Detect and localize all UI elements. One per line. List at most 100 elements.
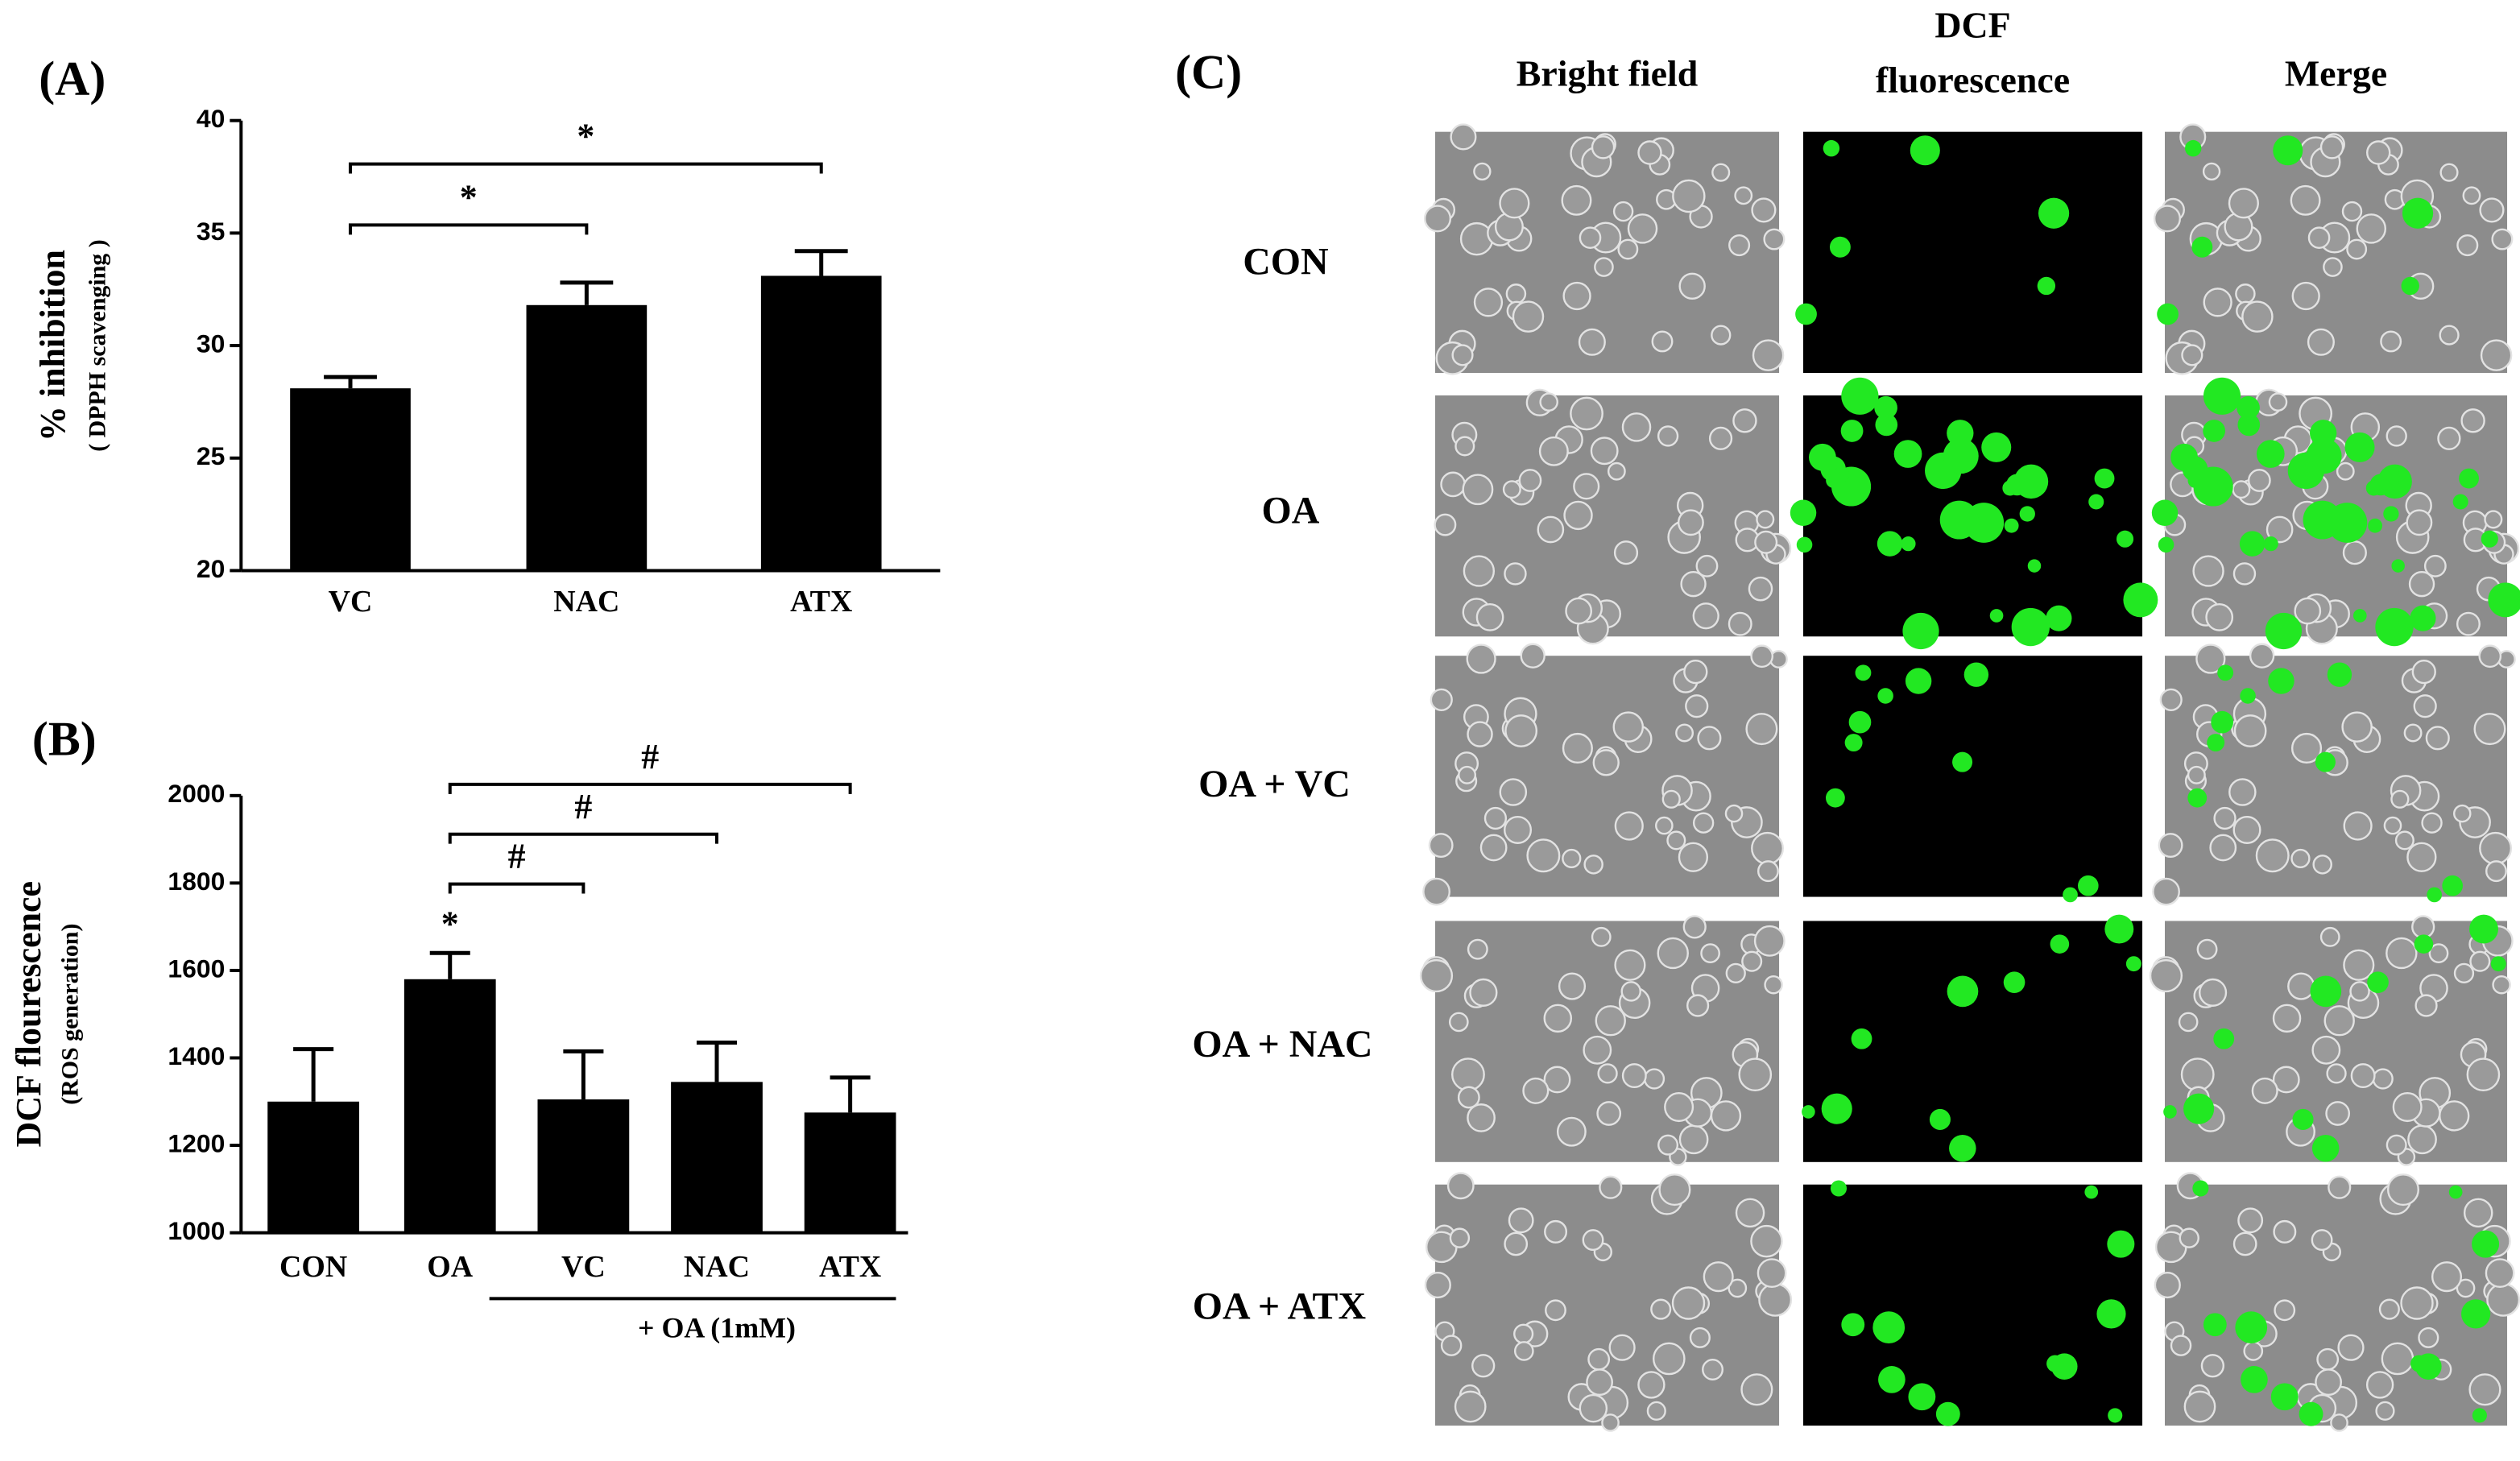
cell bbox=[1591, 135, 1616, 159]
fluorescent-cell bbox=[2270, 1383, 2299, 1411]
cell bbox=[1473, 162, 1492, 181]
cell bbox=[2213, 806, 2237, 830]
cell bbox=[1612, 711, 1645, 743]
cell bbox=[2366, 140, 2391, 165]
cell bbox=[1646, 1401, 1666, 1421]
y-tick-label: 35 bbox=[197, 217, 225, 246]
cell bbox=[2453, 962, 2475, 983]
cell bbox=[1594, 257, 1614, 277]
fluorescent-cell bbox=[2192, 1180, 2209, 1197]
fluorescent-cell bbox=[1908, 1383, 1936, 1411]
cell bbox=[2232, 480, 2251, 499]
cell bbox=[1454, 1390, 1487, 1423]
fluorescent-cell bbox=[2011, 607, 2050, 647]
fluorescent-cell bbox=[2235, 1311, 2268, 1344]
cell bbox=[1467, 938, 1488, 960]
y-tick-label: 25 bbox=[197, 441, 225, 470]
fluorescent-cell bbox=[2123, 582, 2158, 618]
cell bbox=[1504, 714, 1538, 747]
fluorescent-cell bbox=[1844, 734, 1863, 752]
row-label: OA + NAC bbox=[1192, 1023, 1372, 1066]
cell bbox=[2328, 1175, 2352, 1199]
cell bbox=[1683, 660, 1708, 685]
y-tick-label: 30 bbox=[197, 329, 225, 358]
cell bbox=[1658, 1173, 1691, 1206]
cell bbox=[2341, 201, 2363, 222]
cell bbox=[1650, 1298, 1672, 1320]
cell bbox=[2383, 816, 2402, 835]
cell bbox=[1543, 1066, 1571, 1094]
cell bbox=[1686, 994, 1710, 1017]
cell bbox=[2378, 1298, 2400, 1320]
fluorescent-cell bbox=[2151, 499, 2179, 526]
fluorescent-cell bbox=[1910, 135, 1940, 166]
cell bbox=[2287, 972, 2315, 1000]
fluorescent-cell bbox=[1947, 975, 1979, 1008]
cell bbox=[2200, 1354, 2225, 1378]
fluorescent-cell bbox=[2237, 395, 2260, 420]
fluorescent-cell bbox=[1808, 443, 1836, 471]
cell bbox=[2386, 425, 2407, 447]
cell bbox=[1424, 1271, 1451, 1299]
cell bbox=[2249, 643, 2275, 668]
row-label: OA + VC bbox=[1198, 763, 1351, 805]
cell bbox=[2425, 726, 2450, 751]
fluorescent-cell bbox=[2469, 914, 2498, 944]
panel-label: (C) bbox=[1175, 46, 1242, 99]
cell bbox=[2478, 644, 2502, 668]
cell bbox=[2337, 1334, 2365, 1361]
cell bbox=[1463, 555, 1496, 587]
fluorescent-cell bbox=[1949, 1134, 1976, 1162]
cell bbox=[2460, 408, 2485, 433]
cell bbox=[1724, 804, 1744, 823]
cell bbox=[1539, 392, 1558, 412]
cell bbox=[2406, 509, 2433, 536]
cell bbox=[1428, 833, 1454, 858]
bar bbox=[671, 1082, 763, 1233]
cell bbox=[2411, 915, 2435, 939]
cell bbox=[2407, 1124, 2437, 1155]
cell bbox=[2343, 811, 2373, 841]
cell bbox=[2392, 1092, 2423, 1123]
fluorescent-cell bbox=[2004, 518, 2019, 533]
fluorescent-cell bbox=[1875, 413, 1898, 437]
cell bbox=[1728, 1278, 1748, 1298]
fluorescent-cell bbox=[1840, 420, 1864, 442]
fluorescent-cell bbox=[2211, 710, 2233, 734]
fluorescent-cell bbox=[2310, 975, 2342, 1008]
fluorescent-cell bbox=[1872, 1311, 1906, 1344]
cell bbox=[1711, 163, 1731, 182]
cell bbox=[1562, 281, 1591, 311]
group-label: + OA (1mM) bbox=[638, 1312, 796, 1344]
cell bbox=[1558, 972, 1587, 1000]
cell bbox=[1473, 288, 1504, 317]
fluorescent-cell bbox=[2237, 413, 2261, 437]
cell bbox=[1651, 330, 1674, 353]
fluorescent-cell bbox=[1939, 500, 1979, 540]
cell bbox=[1748, 576, 1773, 602]
cell bbox=[1620, 981, 1641, 1002]
cell bbox=[1526, 838, 1561, 873]
fluorescent-cell bbox=[2037, 276, 2056, 296]
cell bbox=[2336, 461, 2355, 481]
x-tick-label: OA bbox=[427, 1250, 473, 1284]
cell bbox=[1446, 1172, 1475, 1200]
cell bbox=[1672, 179, 1706, 213]
fluorescent-cell bbox=[2094, 468, 2115, 489]
cell bbox=[1483, 806, 1508, 830]
cell bbox=[1643, 1068, 1666, 1090]
cell bbox=[1579, 226, 1602, 249]
cell bbox=[2228, 778, 2257, 806]
cell bbox=[1700, 943, 1720, 963]
bar bbox=[537, 1099, 630, 1233]
cell bbox=[2473, 713, 2506, 746]
cell bbox=[2453, 804, 2472, 823]
significance-mark: # bbox=[574, 788, 592, 826]
x-tick-label: CON bbox=[279, 1250, 347, 1284]
cell bbox=[2343, 949, 2375, 981]
cell bbox=[2266, 515, 2294, 544]
cell bbox=[2203, 288, 2232, 317]
cell bbox=[1537, 515, 1565, 544]
fluorescent-cell bbox=[1963, 662, 1989, 687]
cell bbox=[1685, 694, 1709, 718]
